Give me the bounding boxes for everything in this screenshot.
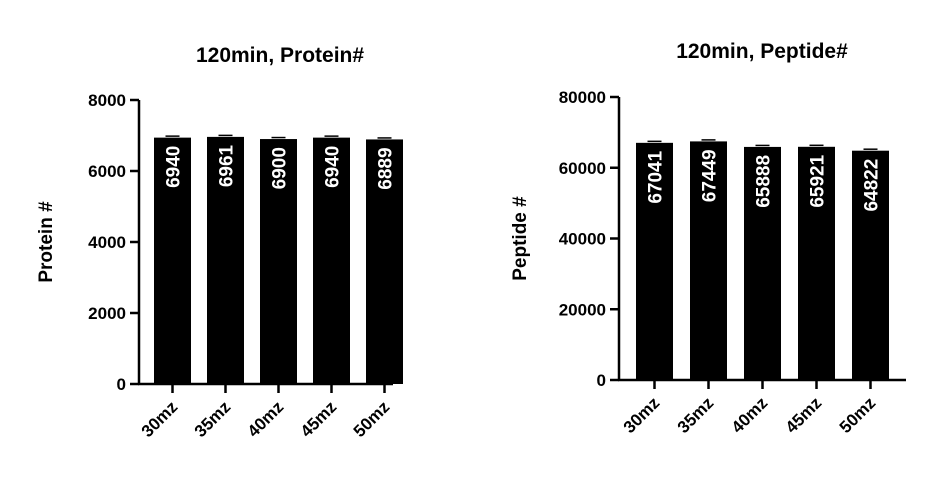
y-axis-label: Protein #	[36, 201, 57, 283]
chart-title: 120min, Protein#	[196, 44, 364, 67]
bar-40mz	[744, 146, 781, 380]
y-tick-label: 4000	[88, 233, 126, 252]
bar-45mz	[798, 146, 835, 380]
bar-35mz	[207, 136, 244, 384]
bar-30mz	[636, 142, 673, 380]
x-tick-label: 50mz	[836, 393, 880, 437]
data-label: 6900	[270, 147, 291, 189]
chart-2: 120min, Peptide# Peptide # 0 20000 40000 6000…	[510, 40, 906, 437]
y-tick-label: 0	[597, 371, 606, 390]
data-label: 67041	[646, 150, 667, 203]
bar-45mz	[313, 137, 350, 384]
y-tick-label: 6000	[88, 162, 126, 181]
x-tick-label: 45mz	[297, 397, 341, 441]
chart-title: 120min, Peptide#	[676, 40, 848, 63]
bar-50mz	[852, 150, 889, 380]
chart-1: 120min, Protein# Protein # 0 2000 4000 6000 80…	[36, 44, 403, 441]
data-label: 64822	[862, 159, 883, 212]
x-tick-label: 35mz	[191, 397, 235, 441]
x-tick-label: 35mz	[674, 393, 718, 437]
x-tick-label: 30mz	[138, 397, 182, 441]
y-tick-label: 8000	[88, 91, 126, 110]
y-tick-label: 0	[117, 375, 126, 394]
data-label: 6961	[217, 144, 238, 187]
y-tick-label: 80000	[559, 88, 606, 107]
data-label: 67449	[700, 149, 721, 202]
bar-35mz	[690, 141, 727, 380]
x-tick-label: 40mz	[728, 393, 772, 437]
y-tick-label: 60000	[559, 159, 606, 178]
x-tick-label: 50mz	[350, 397, 394, 441]
y-axis-label: Peptide #	[510, 196, 531, 281]
x-tick-label: 40mz	[244, 397, 288, 441]
x-tick-label: 45mz	[782, 393, 826, 437]
bar-50mz	[366, 139, 403, 384]
data-label: 65921	[808, 154, 829, 207]
bar-40mz	[260, 139, 297, 384]
data-label: 6889	[376, 147, 397, 189]
data-label: 6940	[164, 146, 185, 188]
data-label: 65888	[754, 155, 775, 208]
bar-30mz	[154, 137, 191, 384]
y-tick-label: 20000	[559, 300, 606, 319]
x-tick-label: 30mz	[620, 393, 664, 437]
y-tick-label: 40000	[559, 230, 606, 249]
y-tick-label: 2000	[88, 304, 126, 323]
data-label: 6940	[323, 146, 344, 188]
